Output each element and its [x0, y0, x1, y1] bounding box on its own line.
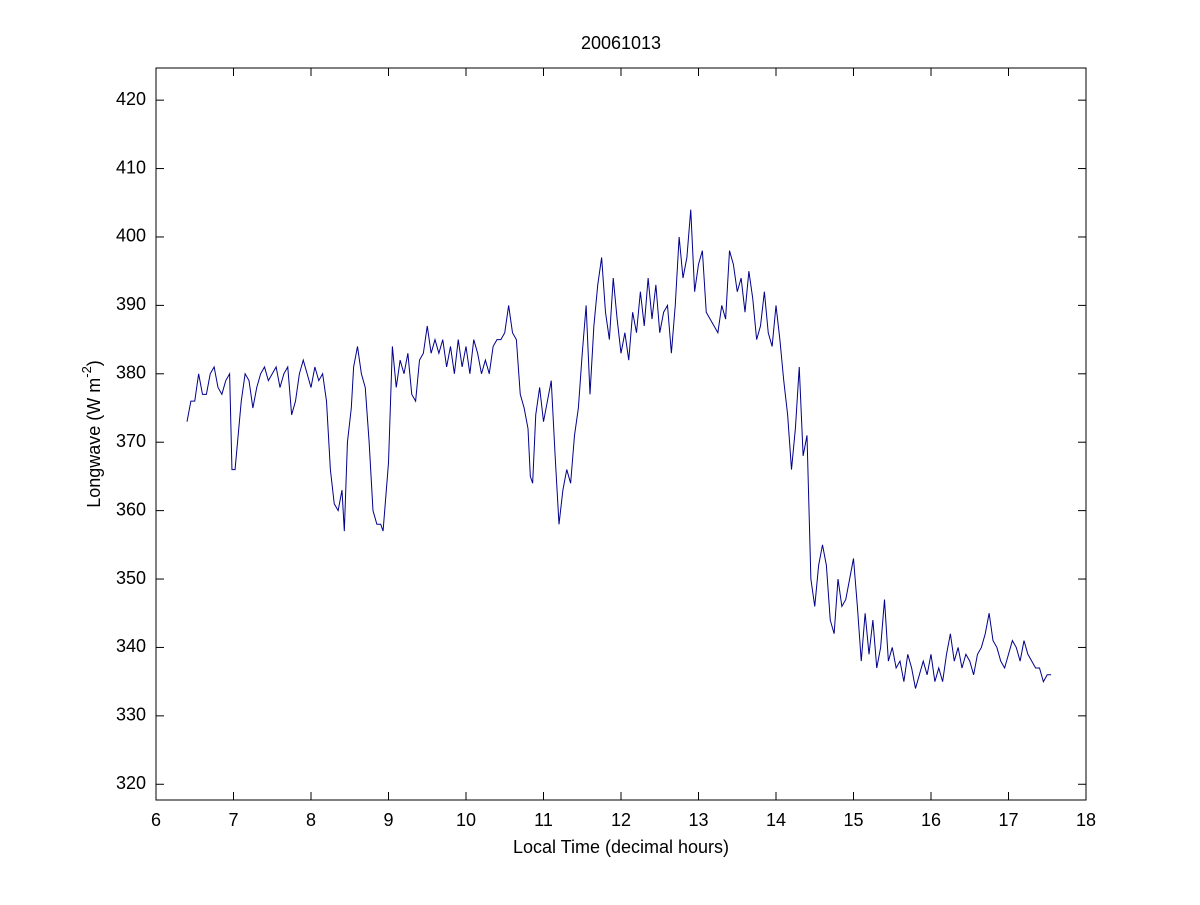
plot-area	[155, 67, 1087, 801]
x-tick-label: 12	[611, 810, 631, 830]
y-tick-label: 340	[116, 636, 146, 656]
x-tick-label: 17	[998, 810, 1018, 830]
chart-title: 20061013	[581, 33, 661, 53]
x-tick-label: 18	[1076, 810, 1096, 830]
x-tick-label: 15	[843, 810, 863, 830]
y-tick-label: 380	[116, 363, 146, 383]
x-axis-label: Local Time (decimal hours)	[513, 837, 729, 857]
x-tick-label: 6	[151, 810, 161, 830]
x-tick-label: 11	[534, 810, 553, 830]
x-tick-label: 7	[228, 810, 238, 830]
y-tick-label: 360	[116, 499, 146, 519]
y-axis-label: Longwave (W m-2)	[79, 360, 103, 508]
y-tick-label: 410	[116, 157, 146, 177]
y-tick-label: 390	[116, 294, 146, 314]
y-axis-label-end: )	[84, 360, 104, 366]
y-tick-label: 420	[116, 89, 146, 109]
y-tick-label: 330	[116, 705, 146, 725]
x-tick-label: 13	[688, 810, 708, 830]
y-axis-label-sup: -2	[79, 366, 94, 378]
y-tick-label: 370	[116, 431, 146, 451]
x-tick-label: 16	[921, 810, 941, 830]
x-tick-label: 9	[383, 810, 393, 830]
y-tick-label: 400	[116, 226, 146, 246]
x-tick-label: 14	[766, 810, 786, 830]
x-tick-label: 8	[306, 810, 316, 830]
y-axis-label-main: Longwave (W m	[84, 378, 104, 508]
y-tick-label: 320	[116, 773, 146, 793]
data-line	[186, 209, 1052, 689]
y-tick-label: 350	[116, 568, 146, 588]
x-tick-label: 10	[456, 810, 476, 830]
